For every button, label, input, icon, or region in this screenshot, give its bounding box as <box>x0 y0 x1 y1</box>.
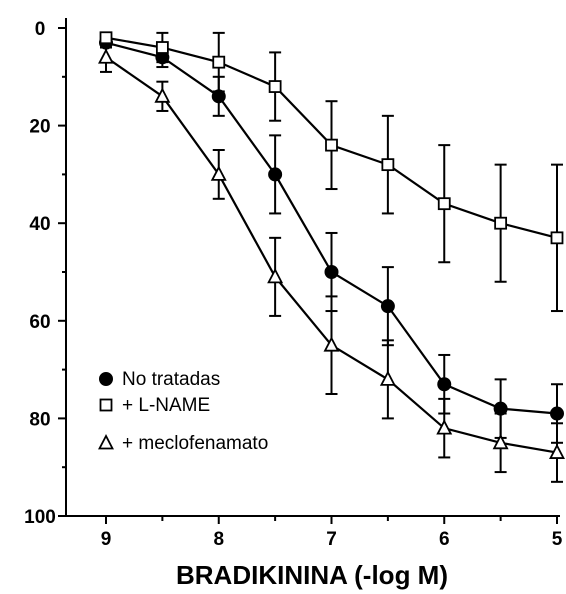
x-tick-label: 7 <box>326 529 337 550</box>
data-point-series-3 <box>267 267 284 284</box>
legend-marker-3 <box>98 434 114 450</box>
data-point-series-2 <box>155 41 169 54</box>
y-tick-label: 100 <box>24 507 56 528</box>
data-point-series-2 <box>494 216 508 230</box>
data-point-series-2 <box>268 80 282 93</box>
axes <box>65 18 560 517</box>
legend-label-2: + L-NAME <box>122 395 210 416</box>
data-point-series-1 <box>380 299 395 314</box>
data-point-series-1 <box>550 406 564 421</box>
legend-label-3: + meclofenamato <box>122 433 268 454</box>
data-point-series-1 <box>437 377 452 392</box>
y-tick-label: 20 <box>29 117 50 138</box>
data-point-series-1 <box>268 167 283 182</box>
y-ticks: 0 20 40 60 80 100 <box>24 19 66 528</box>
y-tick-label: 60 <box>29 312 50 333</box>
data-point-series-2 <box>325 138 338 152</box>
legend-marker-1 <box>99 372 113 386</box>
data-point-series-3 <box>549 443 565 459</box>
x-tick-label: 8 <box>213 529 224 550</box>
y-tick-label: 80 <box>29 409 50 430</box>
x-tick-label: 5 <box>552 529 563 550</box>
y-tick-label: 0 <box>35 19 46 40</box>
data-point-series-2 <box>212 55 226 69</box>
data-point-series-3 <box>98 48 114 64</box>
data-point-series-3 <box>436 419 453 435</box>
x-ticks: 9 8 7 6 5 <box>101 516 563 550</box>
legend-marker-2 <box>99 398 113 412</box>
x-tick-label: 9 <box>101 529 112 550</box>
data-point-series-2 <box>437 197 451 211</box>
data-point-series-2 <box>550 231 564 245</box>
legend-label-1: No tratadas <box>122 369 220 390</box>
data-point-series-2 <box>99 31 113 45</box>
data-point-series-3 <box>323 336 340 352</box>
data-point-series-3 <box>154 87 171 103</box>
x-axis-label: BRADIKININA (-log M) <box>176 560 448 590</box>
x-tick-label: 6 <box>439 529 450 550</box>
data-point-series-1 <box>493 401 508 416</box>
data-point-series-1 <box>324 265 339 279</box>
legend: No tratadas + L-NAME + meclofenamato <box>98 369 268 454</box>
data-point-series-2 <box>381 158 395 172</box>
data-point-series-1 <box>211 89 226 104</box>
data-point-series-3 <box>210 165 227 181</box>
data-point-series-3 <box>492 433 509 450</box>
data-markers <box>98 31 565 459</box>
data-point-series-3 <box>379 370 396 386</box>
y-tick-label: 40 <box>29 214 50 235</box>
